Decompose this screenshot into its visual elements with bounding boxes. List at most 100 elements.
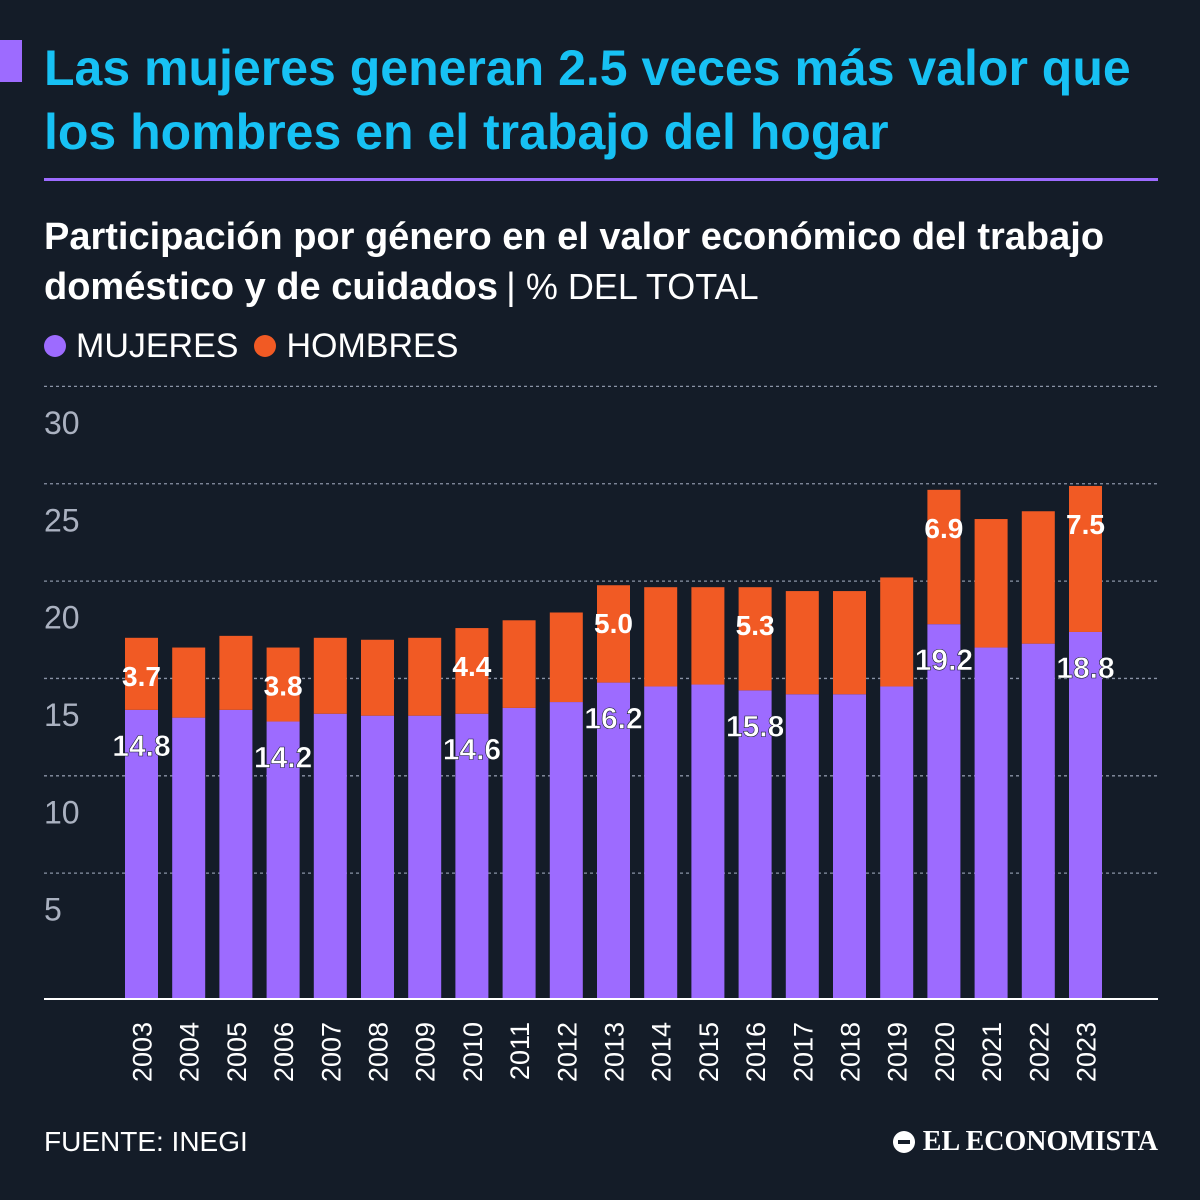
logo-text: EL ECONOMISTA [922,1126,1158,1157]
bar-hombres-2003 [125,637,158,710]
bar-hombres-2021 [974,519,1008,648]
bar-mujeres-2017 [785,694,819,998]
bar-hombres-2023 [1069,485,1102,632]
x-tick-label-2003: 2003 [128,1022,158,1082]
x-tick-label-2018: 2018 [836,1022,866,1082]
chart-title: Las mujeres generan 2.5 veces más valor … [44,40,1131,160]
bar-hombres-2019 [880,577,914,687]
bar-hombres-2016 [738,587,772,691]
legend-label-hombres: HOMBRES [286,326,459,365]
x-tick-label-2013: 2013 [600,1022,630,1082]
bar-mujeres-2010 [455,713,489,998]
bar-hombres-2018 [833,591,866,695]
bar-mujeres-2022 [1021,643,1055,998]
bar-hombres-2005 [219,635,253,710]
bar-hombres-2006 [266,647,300,722]
data-label-hombres-2020: 6.9 [924,513,963,544]
x-tick-label-2012: 2012 [552,1022,582,1082]
data-label-hombres-2003: 3.7 [122,661,161,692]
y-tick-label-10: 10 [44,794,80,830]
data-label-mujeres-2016: 15.8 [726,710,784,743]
x-tick-label-2014: 2014 [647,1022,677,1082]
unit-label: % DEL TOTAL [525,266,759,307]
x-tick-label-2015: 2015 [694,1022,724,1082]
data-label-mujeres-2010: 14.6 [443,734,501,767]
bar-mujeres-2021 [974,647,1008,998]
bar-hombres-2009 [408,637,442,716]
x-tick-label-2020: 2020 [930,1022,960,1082]
bar-mujeres-2003 [125,709,158,998]
title-divider [44,178,1158,181]
x-tick-label-2004: 2004 [175,1022,205,1082]
bar-hombres-2022 [1021,511,1055,644]
bar-mujeres-2004 [172,717,206,998]
legend-dot-mujeres [44,335,66,357]
bar-mujeres-2014 [644,686,678,998]
publisher-logo: EL ECONOMISTA [892,1126,1158,1158]
x-tick-label-2009: 2009 [411,1022,441,1082]
data-label-hombres-2013: 5.0 [594,608,633,639]
x-tick-label-2022: 2022 [1024,1022,1054,1082]
source-note: FUENTE: INEGI [44,1126,248,1157]
bar-mujeres-2016 [738,690,772,998]
legend-item-mujeres: MUJERES [44,327,238,366]
bar-hombres-2012 [549,612,583,703]
bar-mujeres-2009 [408,715,442,998]
bar-mujeres-2011 [502,707,536,998]
legend: MUJERES HOMBRES [44,324,474,368]
data-label-mujeres-2006: 14.2 [254,742,312,775]
x-tick-label-2007: 2007 [316,1022,346,1082]
data-label-hombres-2016: 5.3 [736,610,775,641]
data-label-mujeres-2020: 19.2 [915,644,973,677]
bar-hombres-2008 [361,639,394,716]
bar-hombres-2010 [455,628,489,714]
data-label-mujeres-2023: 18.8 [1056,652,1114,685]
bar-mujeres-2008 [361,715,394,998]
x-tick-label-2010: 2010 [458,1022,488,1082]
bar-mujeres-2006 [266,721,300,998]
x-tick-label-2006: 2006 [269,1022,299,1082]
subtitle-separator: | [506,266,516,308]
x-tick-label-2011: 2011 [505,1022,535,1080]
data-label-hombres-2010: 4.4 [452,651,491,682]
x-tick-label-2005: 2005 [222,1022,252,1082]
x-tick-label-2019: 2019 [883,1022,913,1082]
bar-hombres-2004 [172,647,206,718]
bar-mujeres-2013 [597,682,630,998]
chart-subtitle: Participación por género en el valor eco… [44,212,1174,312]
logo-icon [892,1131,915,1153]
bar-hombres-2015 [691,587,725,685]
bar-hombres-2017 [785,591,819,695]
bar-mujeres-2007 [313,713,347,998]
x-tick-label-2016: 2016 [741,1022,771,1082]
bar-mujeres-2018 [833,694,866,998]
bar-mujeres-2015 [691,684,725,998]
data-label-hombres-2006: 3.8 [264,671,303,702]
bar-mujeres-2012 [549,702,583,998]
legend-dot-hombres [254,335,277,357]
x-tick-label-2023: 2023 [1072,1022,1102,1082]
legend-item-hombres: HOMBRES [254,327,458,366]
x-tick-label-2021: 2021 [977,1022,1007,1082]
bar-hombres-2014 [644,587,678,687]
stacked-bar-chart: 5 10 15 20 25 30 2003 14.8 3.7 2004 2005 2006 14.2 3.… [44,385,1158,1082]
y-tick-label-15: 15 [44,697,80,733]
bar-hombres-2007 [313,637,347,714]
title-accent-bar [0,40,22,82]
bar-hombres-2020 [927,489,961,625]
x-tick-label-2008: 2008 [364,1022,394,1082]
x-tick-label-2017: 2017 [788,1022,818,1082]
y-tick-label-5: 5 [44,892,62,928]
data-label-mujeres-2003: 14.8 [112,730,170,763]
bar-mujeres-2020 [927,624,961,998]
legend-label-mujeres: MUJERES [76,326,239,365]
subtitle-text: Participación por género en el valor eco… [44,216,1105,308]
bar-mujeres-2023 [1069,631,1102,998]
bar-hombres-2011 [502,620,536,708]
bar-hombres-2013 [597,585,630,683]
y-tick-label-30: 30 [44,405,80,441]
bar-mujeres-2019 [880,686,914,998]
bar-mujeres-2005 [219,709,253,998]
y-tick-label-20: 20 [44,600,80,636]
data-label-mujeres-2013: 16.2 [584,703,642,736]
